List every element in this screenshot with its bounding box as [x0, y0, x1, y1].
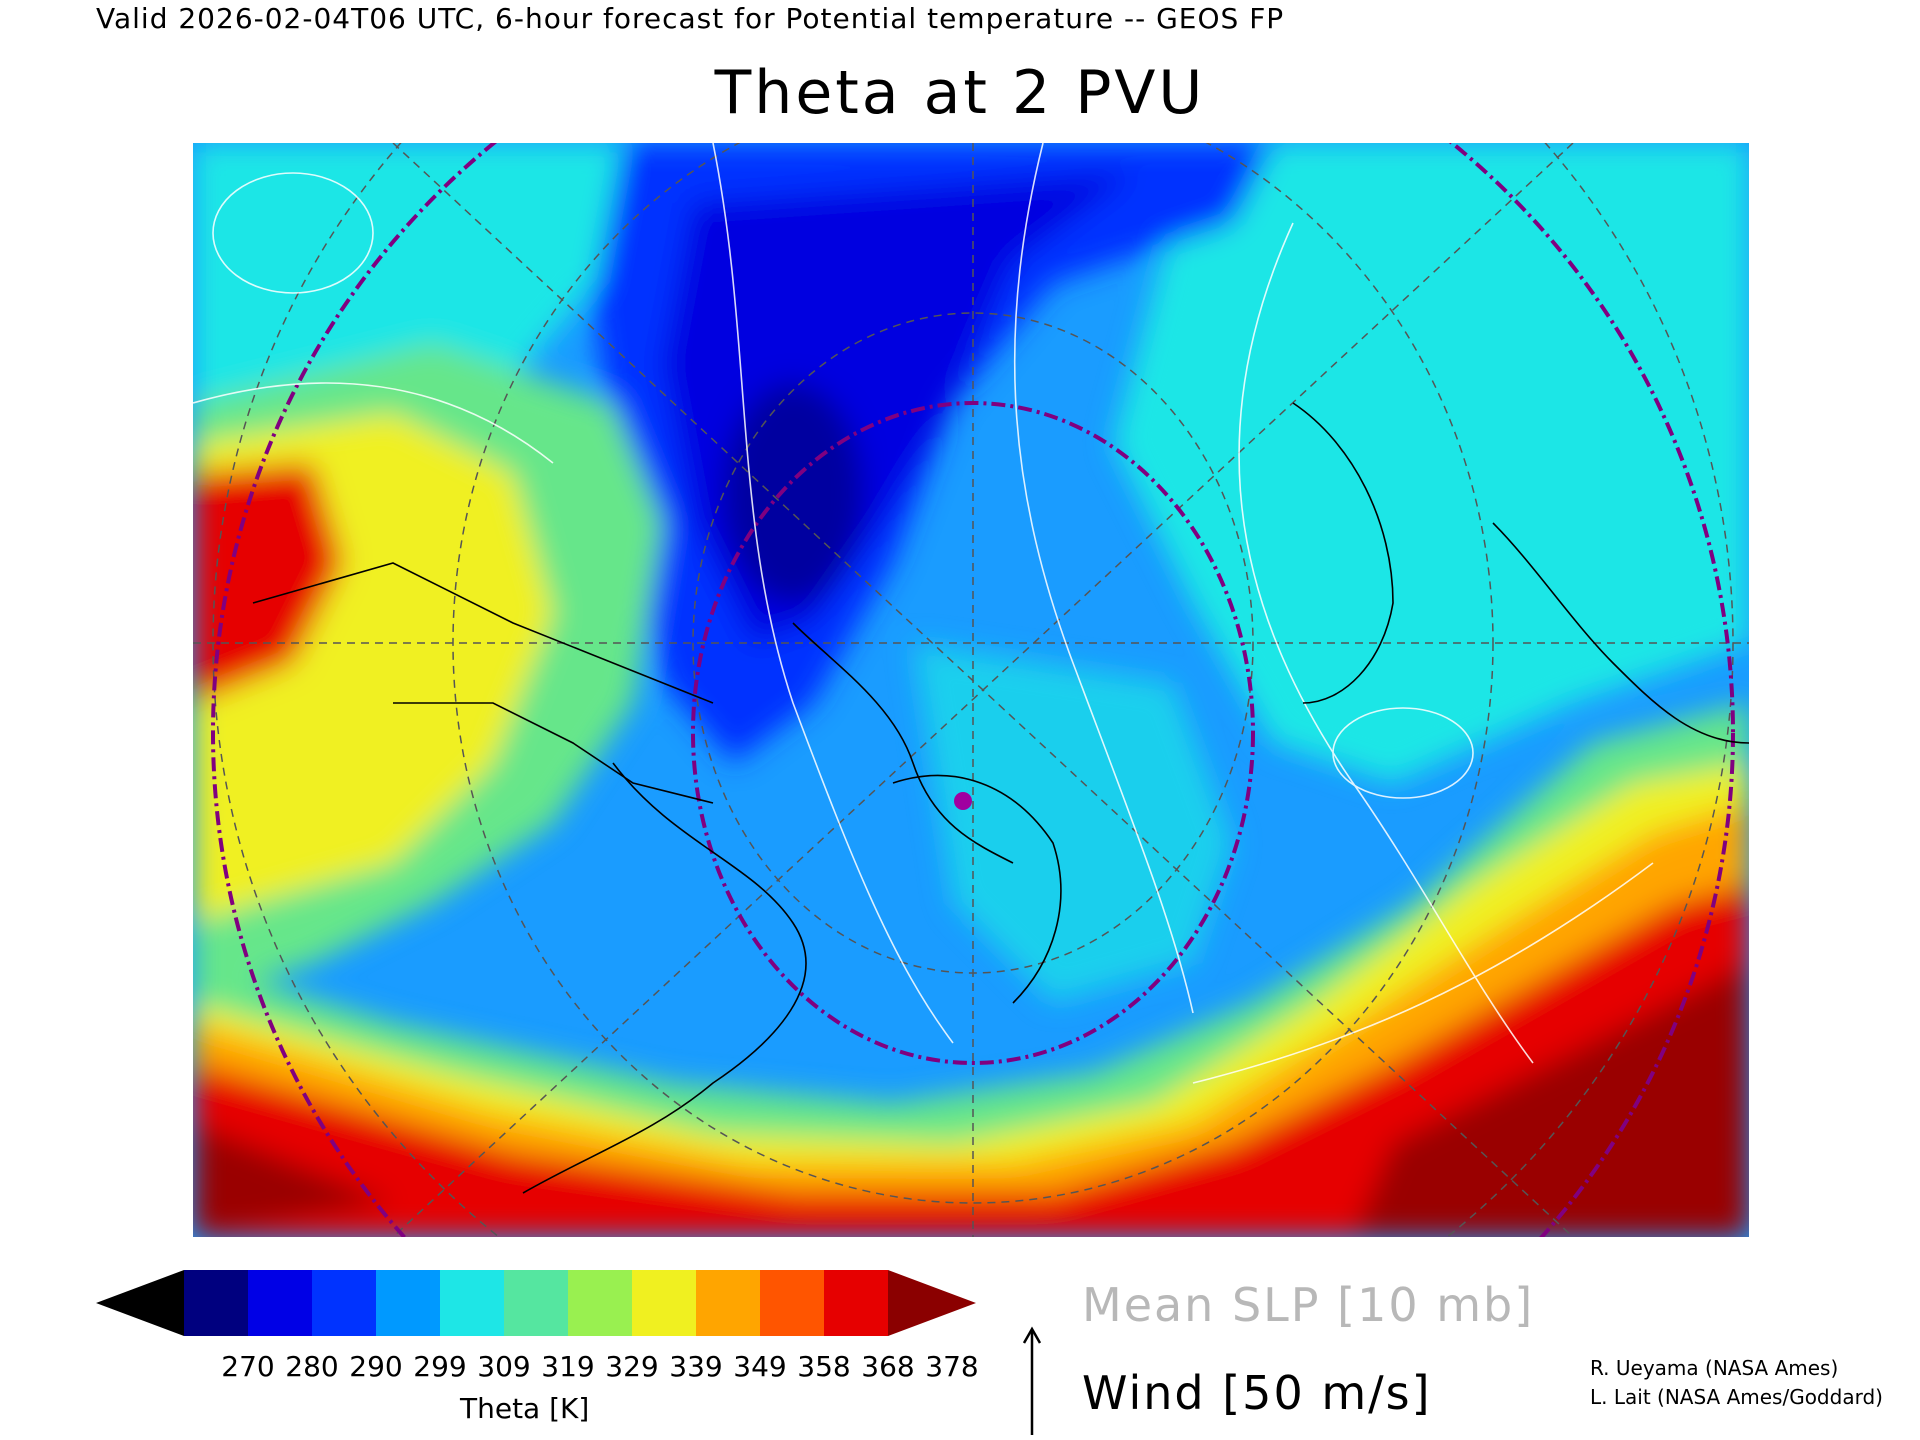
colorbar-cells [184, 1270, 889, 1336]
colorbar-cell [376, 1270, 441, 1336]
colorbar-label: Theta [K] [460, 1392, 590, 1425]
colorbar-cell [248, 1270, 313, 1336]
page-title: Theta at 2 PVU [714, 58, 1206, 128]
isobars [193, 143, 1654, 1084]
colorbar-cell [568, 1270, 633, 1336]
wind-legend: Wind [50 m/s] [1082, 1366, 1432, 1420]
colorbar-tick-label: 299 [413, 1350, 467, 1383]
colorbar-tick-label: 290 [349, 1350, 403, 1383]
colorbar-cell [760, 1270, 825, 1336]
colorbar-tick-label: 368 [861, 1350, 915, 1383]
theta-map [193, 143, 1749, 1237]
reference-circles [211, 143, 1735, 1237]
colorbar-tick-label: 358 [797, 1350, 851, 1383]
colorbar-tick-label: 378 [925, 1350, 979, 1383]
colorbar-cell [184, 1270, 249, 1336]
colorbar-cell [504, 1270, 569, 1336]
colorbar [96, 1263, 976, 1347]
map-canvas [193, 143, 1749, 1237]
colorbar-tick-label: 280 [285, 1350, 339, 1383]
credit-line-2: L. Lait (NASA Ames/Goddard) [1590, 1385, 1883, 1409]
colorbar-tick-label: 319 [541, 1350, 595, 1383]
valid-time-header: Valid 2026-02-04T06 UTC, 6-hour forecast… [96, 2, 1285, 35]
credit-line-1: R. Ueyama (NASA Ames) [1590, 1356, 1839, 1380]
slp-legend: Mean SLP [10 mb] [1082, 1278, 1535, 1332]
coastlines [252, 402, 1749, 1194]
colorbar-tick-label: 349 [733, 1350, 787, 1383]
colorbar-tick-label: 309 [477, 1350, 531, 1383]
colorbar-min-arrow [96, 1270, 184, 1336]
colorbar-tick-label: 270 [221, 1350, 275, 1383]
colorbar-cell [696, 1270, 761, 1336]
colorbar-tick-label: 329 [605, 1350, 659, 1383]
colorbar-graphic [96, 1270, 976, 1336]
theta-field [193, 143, 1749, 1237]
wind-arrow-icon [1022, 1326, 1042, 1435]
colorbar-cell [824, 1270, 889, 1336]
colorbar-ticks: 270 280 290 299 309 319 329 339 349 358 368 378 [140, 1350, 978, 1390]
colorbar-cell [632, 1270, 697, 1336]
circle-marker [954, 792, 972, 810]
colorbar-cell [312, 1270, 377, 1336]
colorbar-cell [440, 1270, 505, 1336]
colorbar-max-arrow [888, 1270, 976, 1336]
colorbar-tick-label: 339 [669, 1350, 723, 1383]
graticule [193, 143, 1749, 1237]
